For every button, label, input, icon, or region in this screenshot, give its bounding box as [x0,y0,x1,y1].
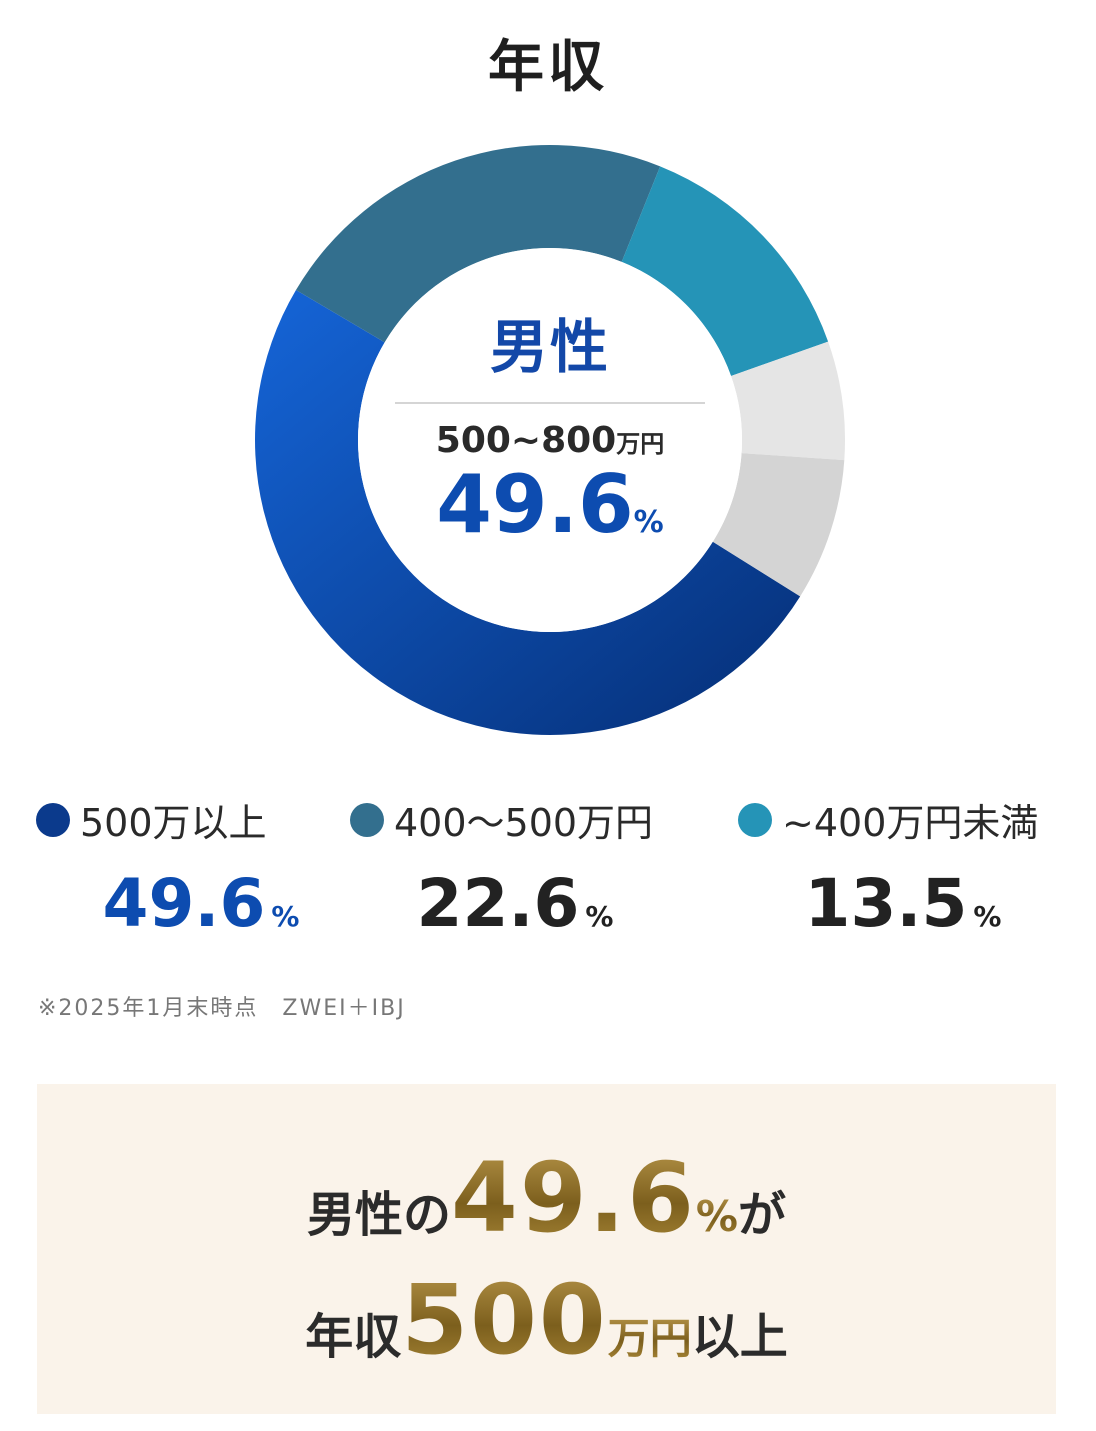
donut-segment [712,453,845,597]
highlight-number: 49.6 [451,1142,696,1254]
legend-label: 500万以上 [36,792,366,847]
donut-segment [255,290,801,735]
page-title: 年収 [488,35,608,100]
donut-segment [731,341,845,461]
legend-value-unit: % [271,900,300,933]
highlight-unit: 万円 [607,1314,692,1363]
center-range: 500~800万円 [395,420,705,461]
highlight-text: 男性の [307,1187,452,1243]
legend-item: 500万以上 49.6% [36,792,366,942]
legend-item: 400〜500万円 22.6% [350,792,680,942]
donut-segment [621,166,829,376]
center-percent-value: 49.6 [436,458,634,551]
center-range-unit: 万円 [616,430,665,458]
legend-value: 13.5% [738,865,1068,942]
highlight-box: 男性の49.6%が 年収500万円以上 [37,1084,1056,1414]
highlight-text: が [737,1187,786,1243]
legend-dot [738,802,772,837]
highlight-unit: % [695,1192,738,1241]
legend-label: 400〜500万円 [350,792,680,847]
center-range-value: 500~800 [435,420,617,461]
highlight-number: 500 [401,1264,608,1376]
legend-value-unit: % [973,900,1002,933]
legend-value-number: 22.6 [416,865,580,942]
legend: 500万以上 49.6% 400〜500万円 22.6% ~400万円未満 13… [0,792,1096,942]
legend-label: ~400万円未満 [738,792,1068,847]
legend-value-number: 13.5 [804,865,968,942]
highlight-text: 年収 [305,1309,402,1365]
legend-label-text: 400〜500万円 [394,801,654,845]
center-percent: 49.6% [395,465,705,545]
legend-label-text: 500万以上 [80,801,267,845]
legend-dot [36,802,70,837]
legend-value-number: 49.6 [102,865,266,942]
legend-value: 49.6% [36,865,366,942]
center-percent-unit: % [633,505,664,540]
highlight-line-1: 男性の49.6%が [37,1142,1056,1254]
donut-segment [295,144,661,343]
highlight-text: 以上 [691,1309,788,1365]
legend-label-text: ~400万円未満 [782,801,1039,845]
legend-value-unit: % [585,900,614,933]
legend-item: ~400万円未満 13.5% [738,792,1068,942]
donut-center: 男性 500~800万円 49.6% [395,300,705,545]
donut-hole [358,248,742,632]
legend-value: 22.6% [350,865,680,942]
source-note: ※2025年1月末時点 ZWEI＋IBJ [38,996,406,1021]
center-divider [395,402,705,404]
legend-dot [350,802,384,837]
highlight-line-2: 年収500万円以上 [37,1264,1056,1376]
center-gender: 男性 [489,313,610,381]
donut-chart [255,144,845,735]
